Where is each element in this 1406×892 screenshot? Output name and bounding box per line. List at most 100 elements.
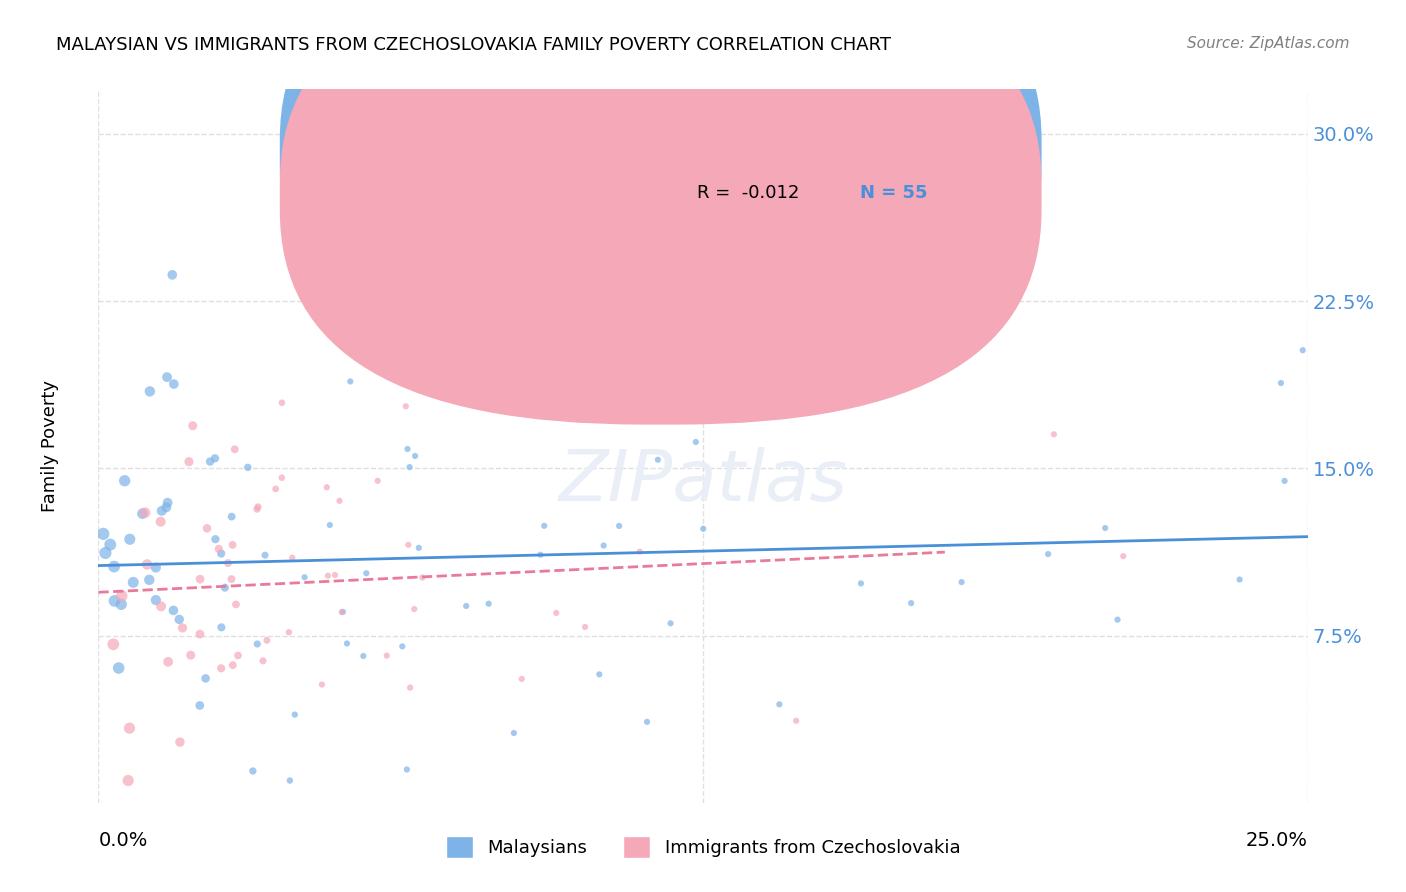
Point	[145, 560, 167, 574]
Point	[256, 633, 278, 648]
Point	[478, 597, 501, 611]
Point	[628, 544, 651, 558]
Point	[188, 698, 211, 713]
Point	[339, 375, 361, 389]
Text: MALAYSIAN VS IMMIGRANTS FROM CZECHOSLOVAKIA FAMILY POVERTY CORRELATION CHART: MALAYSIAN VS IMMIGRANTS FROM CZECHOSLOVA…	[56, 36, 891, 54]
Point	[277, 625, 299, 640]
Legend: Malaysians, Immigrants from Czechoslovakia: Malaysians, Immigrants from Czechoslovak…	[439, 829, 967, 865]
Text: R =  -0.012: R = -0.012	[697, 184, 800, 202]
Point	[157, 655, 180, 669]
Point	[177, 455, 200, 469]
Point	[198, 454, 221, 468]
Point	[546, 606, 568, 620]
Point	[692, 522, 714, 536]
Point	[150, 504, 173, 518]
Point	[319, 518, 342, 533]
Text: 0.0%: 0.0%	[98, 831, 148, 850]
Point	[98, 538, 121, 552]
Point	[188, 627, 211, 641]
Point	[204, 532, 226, 546]
Text: N = 55: N = 55	[860, 184, 928, 202]
Point	[134, 506, 156, 520]
Point	[180, 648, 202, 662]
Point	[162, 603, 184, 617]
Point	[1274, 474, 1296, 488]
FancyBboxPatch shape	[619, 125, 1029, 239]
Point	[138, 573, 160, 587]
Point	[533, 518, 555, 533]
Text: R =  -0.116: R = -0.116	[697, 141, 800, 159]
Point	[316, 568, 339, 582]
Point	[281, 550, 304, 565]
FancyBboxPatch shape	[280, 0, 1042, 425]
Point	[110, 597, 132, 611]
Point	[155, 500, 177, 515]
Point	[270, 471, 292, 485]
Point	[768, 698, 790, 712]
Point	[111, 589, 134, 603]
Point	[118, 721, 141, 735]
Point	[636, 714, 658, 729]
Point	[91, 526, 114, 541]
Point	[94, 546, 117, 560]
Text: ZIPatlas: ZIPatlas	[558, 447, 848, 516]
Point	[315, 480, 337, 494]
Point	[284, 707, 307, 722]
Point	[311, 677, 333, 691]
Point	[278, 773, 301, 788]
Point	[647, 452, 669, 467]
Point	[214, 581, 236, 595]
Point	[156, 496, 179, 510]
Point	[209, 620, 232, 634]
Point	[264, 482, 287, 496]
Point	[162, 268, 184, 282]
Point	[209, 547, 232, 561]
Point	[225, 598, 247, 612]
Point	[246, 500, 269, 514]
Point	[226, 648, 249, 663]
Point	[221, 538, 243, 552]
Point	[194, 672, 217, 686]
Point	[375, 648, 398, 663]
Point	[1094, 521, 1116, 535]
Point	[172, 621, 194, 635]
Point	[156, 370, 179, 384]
Point	[404, 449, 426, 463]
Point	[328, 493, 350, 508]
Point	[208, 541, 231, 556]
Point	[352, 648, 374, 663]
Point	[1043, 427, 1066, 442]
Point	[188, 572, 211, 586]
Point	[398, 460, 420, 475]
Text: Source: ZipAtlas.com: Source: ZipAtlas.com	[1187, 36, 1350, 51]
Point	[150, 599, 173, 614]
Point	[118, 533, 141, 547]
Point	[529, 548, 551, 562]
Point	[592, 539, 614, 553]
Point	[224, 442, 246, 457]
Point	[271, 396, 294, 410]
Point	[399, 681, 422, 695]
Point	[1229, 573, 1251, 587]
Point	[510, 672, 533, 686]
Point	[456, 599, 478, 613]
Point	[145, 593, 167, 607]
Point	[356, 566, 378, 581]
Point	[395, 399, 418, 413]
Point	[254, 548, 277, 562]
Point	[236, 460, 259, 475]
Point	[221, 572, 243, 586]
Point	[396, 442, 419, 456]
Point	[849, 576, 872, 591]
Text: N = 76: N = 76	[860, 141, 928, 159]
Point	[103, 559, 125, 574]
Point	[336, 636, 359, 650]
Point	[169, 735, 191, 749]
Point	[950, 575, 973, 590]
Point	[659, 616, 682, 631]
Point	[242, 764, 264, 778]
Point	[294, 570, 316, 584]
Point	[222, 658, 245, 673]
Point	[396, 538, 419, 552]
Point	[217, 556, 239, 570]
